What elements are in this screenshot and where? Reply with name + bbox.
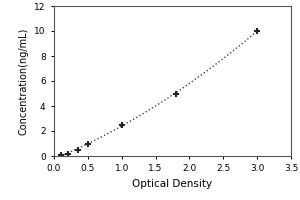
Y-axis label: Concentration(ng/mL): Concentration(ng/mL): [19, 27, 28, 135]
X-axis label: Optical Density: Optical Density: [132, 179, 213, 189]
